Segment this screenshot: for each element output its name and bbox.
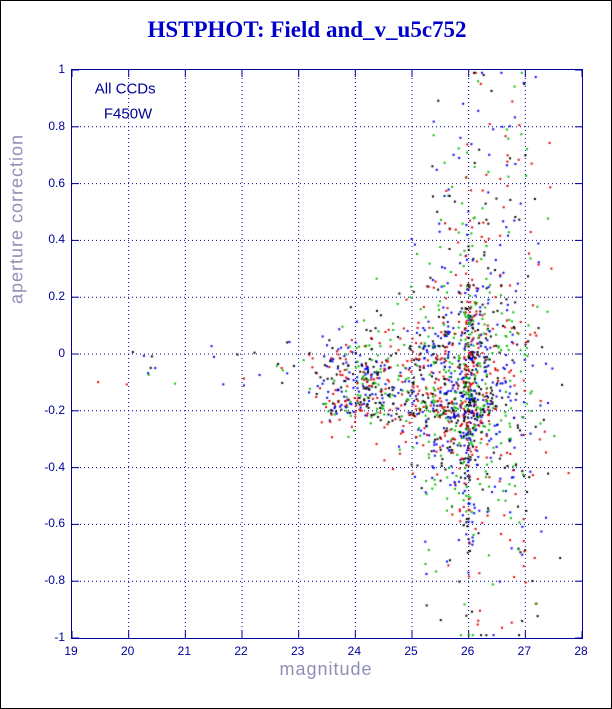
plot-annotation: F450W [103,105,153,123]
y-tick-label: -0.2 [44,402,65,417]
y-axis-title: aperture correction [6,133,27,305]
scatter-points [72,70,582,638]
x-tick-label: 19 [64,644,78,658]
x-axis-title: magnitude [279,659,373,679]
y-tick-label: -1 [54,630,65,644]
x-tick-label: 28 [574,644,588,658]
y-tick-label: -0.4 [44,459,65,474]
x-tick-label: 27 [517,644,532,658]
y-tick-label: 0.6 [48,175,65,190]
y-tick-label: 1 [58,62,65,76]
y-tick-label: 0 [58,346,65,360]
x-tick-label: 22 [234,644,248,658]
x-tick-label: 25 [404,644,418,658]
x-tick-label: 23 [290,644,305,658]
y-tick-label: -0.8 [44,573,65,588]
plot-annotation: All CCDs [94,80,156,98]
y-tick-label: 0.4 [48,232,65,247]
y-tick-label: 0.2 [48,289,65,304]
y-tick-label: -0.6 [44,516,65,531]
x-tick-label: 24 [347,644,362,658]
x-tick-label: 20 [120,644,135,658]
x-tick-label: 21 [177,644,192,658]
y-tick-label: 0.8 [48,118,65,133]
plot-area [71,69,583,639]
x-tick-label: 26 [460,644,475,658]
page-title: HSTPHOT: Field and_v_u5c752 [147,17,467,42]
